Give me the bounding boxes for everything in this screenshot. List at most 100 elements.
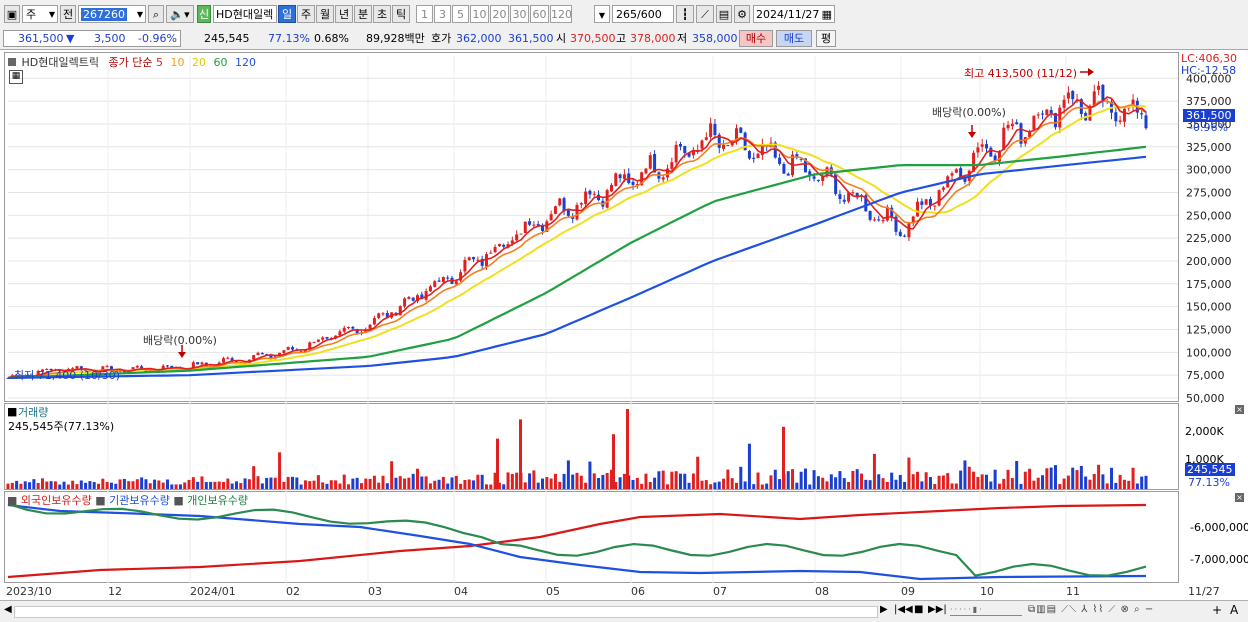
volume-bar xyxy=(1088,479,1092,489)
save-icon[interactable]: ▤ xyxy=(716,5,732,23)
volume-bar xyxy=(372,475,376,489)
volume-bar xyxy=(545,477,549,489)
minute-step[interactable]: 30 xyxy=(510,5,529,23)
period-tab[interactable]: 초 xyxy=(373,5,391,23)
close-icon[interactable]: × xyxy=(1235,405,1244,414)
candle-body xyxy=(558,198,562,206)
candle-body xyxy=(678,143,682,147)
candle-icon[interactable]: ┇ xyxy=(676,5,694,23)
volume-bar xyxy=(140,477,144,489)
minute-step[interactable]: 20 xyxy=(490,5,509,23)
volume-bar xyxy=(1092,473,1096,489)
volume-bar xyxy=(234,481,238,489)
sell-button[interactable]: 매도 xyxy=(776,30,812,47)
panel-handle-icon[interactable] xyxy=(8,58,16,66)
minute-step[interactable]: 120 xyxy=(550,5,572,23)
forward-icon[interactable]: ▶▶| xyxy=(928,604,947,615)
scrollbar-track[interactable] xyxy=(14,606,878,618)
drawing-tools[interactable]: ⧉▥▤ ⟋⟍ ⅄ ⌇⌇ ⟋ ⊗ ⌕ − xyxy=(1028,604,1155,615)
current-price: 361,500 xyxy=(18,32,64,45)
scroll-right-icon[interactable]: ▶ xyxy=(880,604,888,615)
rewind-icon[interactable]: |◀◀ xyxy=(894,604,913,615)
candle-body xyxy=(312,341,316,343)
minute-step[interactable]: 1 xyxy=(416,5,433,23)
text-tool-icon[interactable]: A xyxy=(1230,603,1239,617)
table-icon[interactable]: ▦ xyxy=(9,70,23,84)
speaker-icon[interactable]: 🔈▾ xyxy=(166,5,194,23)
stock-code-input[interactable]: 267260 ▼ xyxy=(78,5,146,23)
period-tab[interactable]: 주 xyxy=(297,5,315,23)
minute-step[interactable]: 10 xyxy=(470,5,489,23)
candle-body xyxy=(920,201,924,205)
volume-bar xyxy=(40,478,44,489)
minute-step[interactable]: 5 xyxy=(452,5,469,23)
candle-body xyxy=(316,339,320,342)
low-annotation: 최저 71,400 (10/30) xyxy=(14,369,121,382)
panel-handle-icon[interactable]: ■ xyxy=(95,494,106,507)
low-price: 358,000 xyxy=(692,32,738,45)
period-tab[interactable]: 월 xyxy=(316,5,334,23)
volume-bar xyxy=(273,477,277,489)
draw-line-icon[interactable]: ⟋ xyxy=(696,5,714,23)
candle-body xyxy=(105,366,109,368)
high-annotation: 최고 413,500 (11/12) xyxy=(964,67,1078,80)
count-field[interactable]: 265/600 xyxy=(612,5,674,23)
volume-bar xyxy=(829,474,833,489)
buy-button[interactable]: 매수 xyxy=(739,30,773,47)
search-icon[interactable]: ⌕ xyxy=(148,5,164,23)
volume-bar xyxy=(463,480,467,489)
volume-bar xyxy=(506,472,510,489)
panel-handle-icon[interactable]: ■ xyxy=(7,494,18,507)
volume-bar xyxy=(312,480,316,489)
close-icon[interactable]: × xyxy=(1235,493,1244,502)
candle-body xyxy=(609,184,613,192)
candle-body xyxy=(635,183,639,185)
date-field[interactable]: 2024/11/27 ▦ xyxy=(753,5,835,23)
stop-icon[interactable]: ■ xyxy=(914,604,924,615)
period-tab[interactable]: 일 xyxy=(278,5,296,23)
prev-button[interactable]: 전 xyxy=(60,5,76,23)
candle-body xyxy=(1062,99,1066,108)
panel-handle-icon[interactable]: ■ xyxy=(173,494,184,507)
minute-step[interactable]: 3 xyxy=(434,5,451,23)
volume-bar xyxy=(105,481,109,489)
volume-panel-handle-icon[interactable]: ■ xyxy=(7,405,18,418)
period-tab[interactable]: 틱 xyxy=(392,5,410,23)
candle-body xyxy=(372,318,376,325)
candle-body xyxy=(519,233,523,235)
price-panel[interactable] xyxy=(4,52,1179,402)
volume-bar xyxy=(859,473,864,489)
window-menu-icon[interactable]: ▣ xyxy=(4,5,20,23)
period-tab[interactable]: 분 xyxy=(354,5,372,23)
x-axis-label: 2024/01 xyxy=(190,585,236,598)
volume-bar xyxy=(963,460,967,489)
candle-body xyxy=(347,326,351,328)
institution-holdings-line xyxy=(7,503,1147,581)
gear-icon[interactable]: ⚙ xyxy=(734,5,750,23)
volume-bar xyxy=(62,481,66,489)
volume-bar xyxy=(127,481,131,489)
candle-body xyxy=(484,254,488,267)
volume-bar xyxy=(10,482,14,489)
candle-body xyxy=(424,291,428,300)
volume-bar xyxy=(864,479,868,489)
volume-bar xyxy=(394,477,398,489)
scroll-left-icon[interactable]: ◀ xyxy=(4,604,12,615)
candle-body xyxy=(506,244,510,248)
y-tick-label: 125,000 xyxy=(1186,323,1232,336)
minute-step[interactable]: 60 xyxy=(530,5,549,23)
dropdown-button[interactable]: ▼ xyxy=(594,5,610,23)
avg-button[interactable]: 평 xyxy=(816,30,836,47)
candle-body xyxy=(290,347,295,350)
zoom-in-icon[interactable]: + xyxy=(1212,603,1223,617)
period-unit-select[interactable]: 주 ▼ xyxy=(22,5,58,23)
candle-body xyxy=(381,313,385,315)
zoom-slider[interactable]: ·····▮· xyxy=(950,605,1022,616)
quote-price-group xyxy=(3,30,181,47)
volume-bar xyxy=(890,472,894,489)
volume-bar xyxy=(980,474,984,489)
volume-bar xyxy=(1028,468,1032,489)
period-tab[interactable]: 년 xyxy=(335,5,353,23)
y-tick-label: 325,000 xyxy=(1186,141,1232,154)
volume-bar xyxy=(489,484,493,489)
